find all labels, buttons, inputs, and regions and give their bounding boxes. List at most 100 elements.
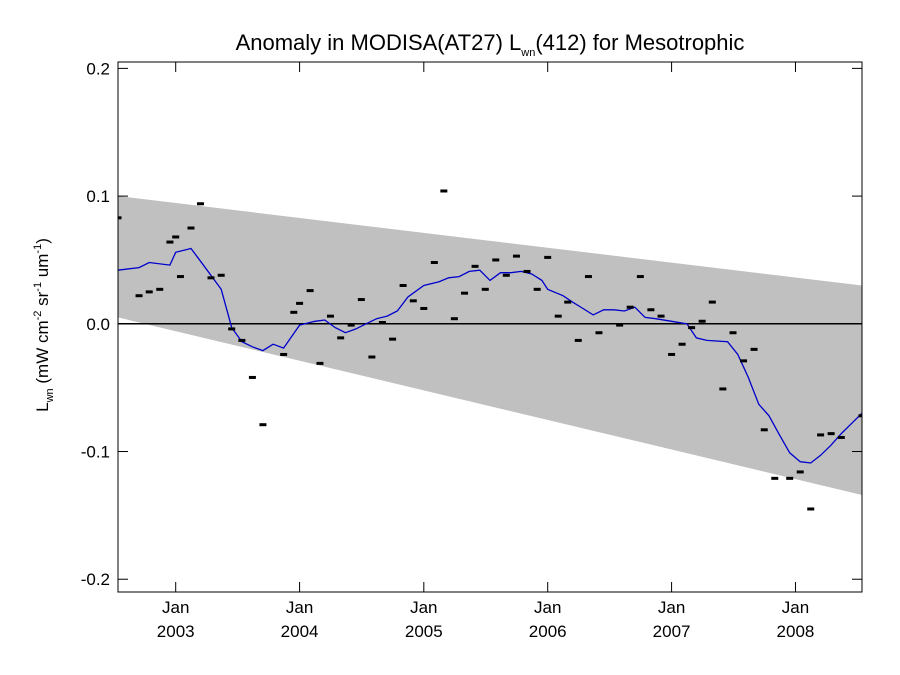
plot-area: Jan 2003 Jan 2004 Jan 2005 Jan 2006 Jan 2007 Jan 20… xyxy=(81,59,863,641)
anomaly-point xyxy=(166,240,174,244)
anomaly-point xyxy=(740,359,748,363)
anomaly-point xyxy=(807,507,815,511)
anomaly-point xyxy=(306,289,314,293)
anomaly-point xyxy=(172,235,180,239)
anomaly-point xyxy=(698,319,706,323)
anomaly-point xyxy=(259,423,267,427)
x-tick-year: 2004 xyxy=(281,622,319,641)
anomaly-point xyxy=(389,337,397,341)
band-layer xyxy=(118,196,862,495)
anomaly-point xyxy=(719,387,727,391)
anomaly-point xyxy=(796,470,804,474)
chart-title-prefix: Anomaly in MODISA(AT27) L xyxy=(236,30,522,55)
anomaly-point xyxy=(238,338,246,342)
y-axis-label-open: (mW cm xyxy=(33,320,52,388)
x-ticks-layer: Jan 2003 Jan 2004 Jan 2005 Jan 2006 Jan 2007 Jan 20… xyxy=(157,62,815,641)
anomaly-point xyxy=(399,283,407,287)
anomaly-point xyxy=(217,273,225,277)
anomaly-point xyxy=(657,314,665,318)
anomaly-point xyxy=(817,433,825,437)
x-tick-month: Jan xyxy=(534,598,561,617)
anomaly-point xyxy=(135,294,143,298)
y-axis-label: Lwn (mW cm-2 sr-1 um-1) xyxy=(32,238,56,412)
y-axis-label-um: um xyxy=(33,254,52,282)
y-tick-label: -0.2 xyxy=(81,570,110,589)
anomaly-point xyxy=(771,476,779,480)
x-tick-year: 2003 xyxy=(157,622,195,641)
anomaly-point xyxy=(626,305,634,309)
anomaly-point xyxy=(647,308,655,312)
x-tick-month: Jan xyxy=(410,598,437,617)
y-tick-label: 0.0 xyxy=(86,315,110,334)
x-tick-year: 2008 xyxy=(777,622,815,641)
plot-frame xyxy=(117,61,863,593)
anomaly-point xyxy=(347,323,355,327)
y-tick-label: 0.2 xyxy=(86,59,110,78)
anomaly-point xyxy=(118,216,122,220)
anomaly-point xyxy=(492,258,500,262)
chart-title-suffix: (412) for Mesotrophic xyxy=(535,30,744,55)
anomaly-point xyxy=(430,261,438,265)
y-axis-label-exp3: -1 xyxy=(32,244,44,254)
uncertainty-band xyxy=(118,196,862,495)
anomaly-point xyxy=(248,375,256,379)
x-tick-month: Jan xyxy=(286,598,313,617)
anomaly-point xyxy=(688,326,696,330)
anomaly-point xyxy=(708,300,716,304)
chart-title-subscript: wn xyxy=(520,47,535,59)
y-axis-label-close: ) xyxy=(33,238,52,244)
anomaly-point xyxy=(595,331,603,335)
anomaly-point xyxy=(502,273,510,277)
x-tick-month: Jan xyxy=(658,598,685,617)
x-tick-year: 2006 xyxy=(529,622,567,641)
anomaly-point xyxy=(290,310,298,314)
points-layer xyxy=(118,189,862,511)
anomaly-point xyxy=(207,276,215,280)
anomaly-point xyxy=(357,298,365,302)
y-axis-label-sr: sr xyxy=(33,291,52,310)
y-axis-label-exp1: -2 xyxy=(32,311,44,321)
x-tick-month: Jan xyxy=(782,598,809,617)
anomaly-point xyxy=(533,287,541,291)
anomaly-point xyxy=(481,287,489,291)
anomaly-point xyxy=(196,202,204,206)
anomaly-point xyxy=(678,342,686,346)
anomaly-point xyxy=(827,432,835,436)
y-tick-label: 0.1 xyxy=(86,187,110,206)
anomaly-point xyxy=(145,290,153,294)
anomaly-point xyxy=(461,291,469,295)
anomaly-point xyxy=(296,301,304,305)
anomaly-point xyxy=(450,317,458,321)
anomaly-point xyxy=(858,414,862,418)
anomaly-point xyxy=(440,189,448,193)
anomaly-point xyxy=(337,336,345,340)
anomaly-point xyxy=(326,314,334,318)
anomaly-point xyxy=(156,287,164,291)
anomaly-point xyxy=(554,314,562,318)
anomaly-point xyxy=(668,352,676,356)
x-tick-year: 2005 xyxy=(405,622,443,641)
anomaly-point xyxy=(636,275,644,279)
anomaly-point xyxy=(837,435,845,439)
anomaly-point xyxy=(584,275,592,279)
anomaly-point xyxy=(228,327,236,331)
anomaly-point xyxy=(420,306,428,310)
y-axis-label-exp2: -1 xyxy=(32,282,44,292)
anomaly-point xyxy=(409,299,417,303)
anomaly-point xyxy=(316,361,324,365)
anomaly-point xyxy=(616,323,624,327)
anomaly-point xyxy=(471,264,479,268)
y-ticks-layer: 0.2 0.1 0.0 -0.1 -0.2 xyxy=(81,59,862,589)
anomaly-point xyxy=(750,347,758,351)
anomaly-point xyxy=(523,269,531,273)
y-axis-label-l-sub: wn xyxy=(44,388,56,403)
anomaly-point xyxy=(187,226,195,230)
anomaly-point xyxy=(564,300,572,304)
anomaly-point xyxy=(512,254,520,258)
chart-title: Anomaly in MODISA(AT27) Lwn(412) for Mes… xyxy=(236,30,745,59)
anomaly-point xyxy=(368,355,376,359)
anomaly-point xyxy=(786,476,794,480)
anomaly-point xyxy=(280,352,288,356)
anomaly-point xyxy=(544,255,552,259)
